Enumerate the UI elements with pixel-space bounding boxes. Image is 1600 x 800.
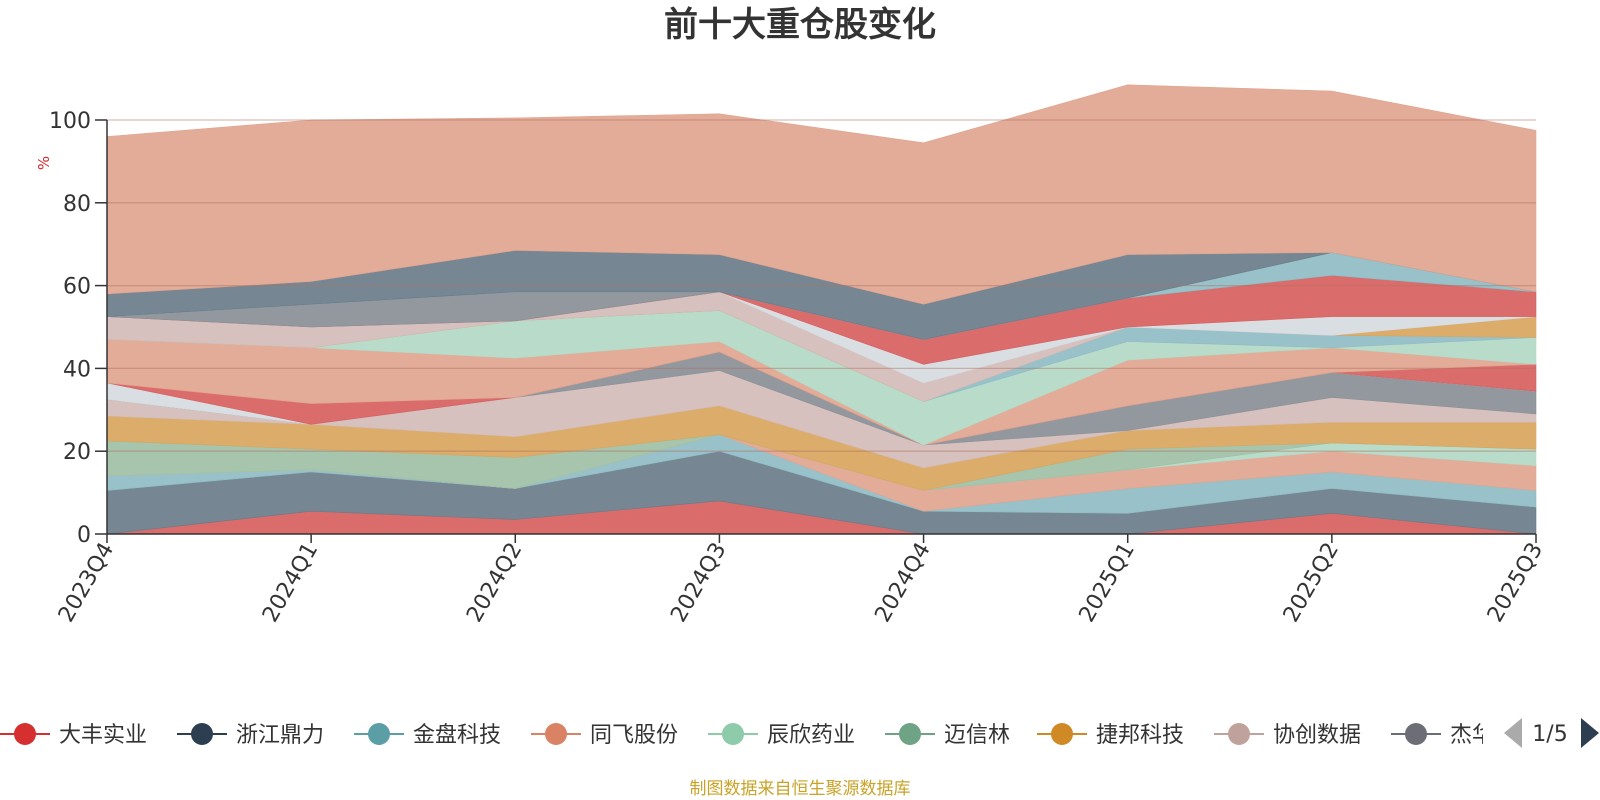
legend-item-1[interactable]: 大丰实业 bbox=[0, 723, 147, 748]
y-axis-unit: % bbox=[35, 156, 53, 170]
legend-label: 协创数据 bbox=[1273, 723, 1361, 748]
legend-label: 捷邦科技 bbox=[1096, 723, 1184, 748]
legend-label: 大丰实业 bbox=[59, 723, 147, 748]
legend-item-2[interactable]: 浙江鼎力 bbox=[177, 723, 324, 748]
legend-item-4[interactable]: 同飞股份 bbox=[531, 723, 678, 748]
legend-item-6[interactable]: 迈信林 bbox=[885, 723, 1010, 748]
legend-item-7[interactable]: 捷邦科技 bbox=[1037, 723, 1184, 748]
legend-marker bbox=[14, 723, 36, 745]
y-tick-label-80: 80 bbox=[63, 192, 91, 217]
y-tick-label-0: 0 bbox=[77, 523, 91, 548]
x-tick-label-2025Q3: 2025Q3 bbox=[1483, 539, 1548, 627]
x-tick-label-2023Q4: 2023Q4 bbox=[54, 539, 119, 627]
legend-item-5[interactable]: 辰欣药业 bbox=[708, 723, 855, 748]
chart-title: 前十大重仓股变化 bbox=[664, 5, 936, 45]
legend-label: 辰欣药业 bbox=[767, 723, 855, 748]
legend-item-3[interactable]: 金盘科技 bbox=[354, 723, 501, 748]
x-tick-label-2024Q3: 2024Q3 bbox=[666, 539, 731, 627]
y-tick-label-20: 20 bbox=[63, 440, 91, 465]
legend-marker bbox=[1051, 723, 1073, 745]
legend-next-icon[interactable] bbox=[1581, 718, 1599, 748]
legend-label: 金盘科技 bbox=[413, 723, 501, 748]
x-tick-label-2024Q2: 2024Q2 bbox=[462, 539, 527, 627]
legend-label: 迈信林 bbox=[944, 723, 1010, 748]
legend-item-8[interactable]: 协创数据 bbox=[1214, 723, 1361, 748]
legend-marker bbox=[722, 723, 744, 745]
y-tick-label-60: 60 bbox=[63, 275, 91, 300]
legend-label: 浙江鼎力 bbox=[236, 723, 324, 748]
legend-label: 同飞股份 bbox=[590, 723, 678, 748]
legend-marker bbox=[545, 723, 567, 745]
legend-marker bbox=[1228, 723, 1250, 745]
legend-pager: 1/5 bbox=[1504, 718, 1599, 748]
area-series-22 bbox=[106, 84, 1537, 305]
data-source-note: 制图数据来自恒生聚源数据库 bbox=[690, 779, 911, 799]
y-tick-label-40: 40 bbox=[63, 357, 91, 382]
legend-marker bbox=[899, 723, 921, 745]
legend-item-9[interactable]: 杰华特 bbox=[1391, 723, 1516, 748]
legend-marker bbox=[1405, 723, 1427, 745]
legend-label: 杰华特 bbox=[1450, 723, 1516, 748]
x-tick-label-2025Q2: 2025Q2 bbox=[1279, 539, 1344, 627]
x-tick-label-2025Q1: 2025Q1 bbox=[1075, 539, 1140, 627]
legend-prev-icon[interactable] bbox=[1504, 718, 1522, 748]
x-tick-label-2024Q1: 2024Q1 bbox=[258, 539, 323, 627]
areas-layer bbox=[106, 84, 1537, 535]
legend-marker bbox=[368, 723, 390, 745]
legend-marker bbox=[191, 723, 213, 745]
x-tick-label-2024Q4: 2024Q4 bbox=[870, 539, 935, 627]
grid-layer bbox=[107, 119, 1536, 452]
legend: 大丰实业 浙江鼎力 金盘科技 同飞股份 辰欣药业 迈信林 捷邦科技 协创数据 杰华特 bbox=[0, 723, 1516, 748]
y-tick-label-100: 100 bbox=[49, 109, 91, 134]
legend-page-indicator: 1/5 bbox=[1532, 722, 1567, 747]
